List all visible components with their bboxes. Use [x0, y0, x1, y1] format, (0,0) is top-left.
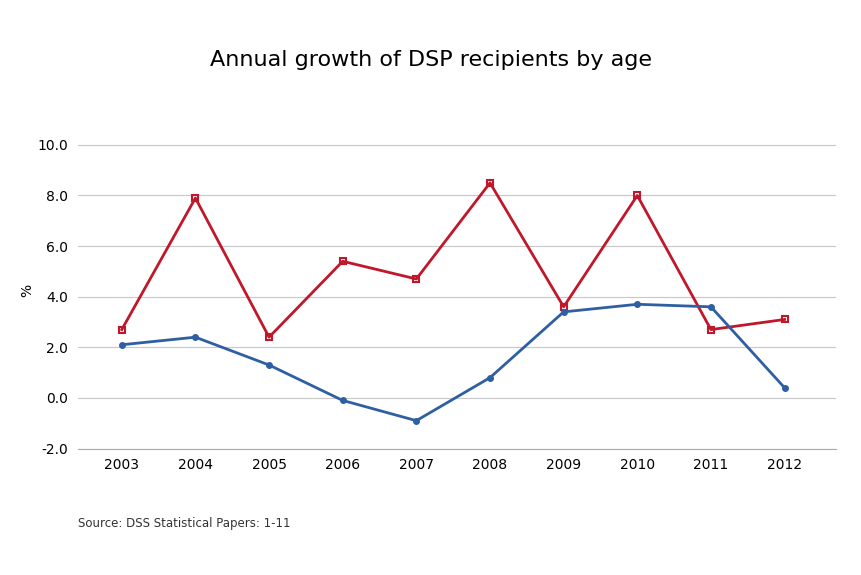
Y-axis label: %: % — [21, 284, 34, 297]
Text: Annual growth of DSP recipients by age: Annual growth of DSP recipients by age — [210, 51, 651, 70]
Text: Source: DSS Statistical Papers: 1-11: Source: DSS Statistical Papers: 1-11 — [77, 517, 290, 530]
